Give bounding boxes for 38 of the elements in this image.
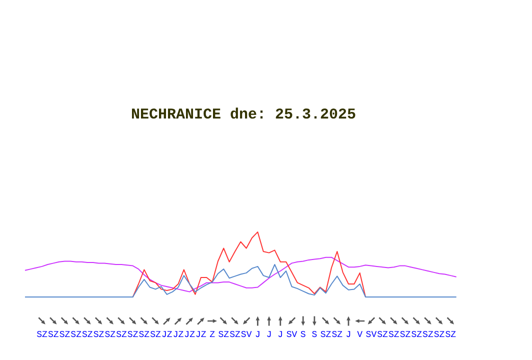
x-tick-label: SZ [138,330,150,340]
x-tick-label: V [357,330,364,340]
x-tick-label: SZ [93,330,105,340]
x-tick-label: JZ [184,330,196,340]
x-tick-label: SV [240,330,252,340]
x-tick-label: S [300,330,306,340]
x-tick-label: SZ [116,330,128,340]
x-tick-label: SZ [59,330,71,340]
x-tick-label: SZ [377,330,389,340]
x-tick-label: SV [366,330,378,340]
x-tick-label: SZ [104,330,116,340]
x-tick-label: SZ [150,330,162,340]
x-tick-label: JZ [172,330,184,340]
x-tick-label: SZ [218,330,230,340]
x-tick-label: SZ [332,330,344,340]
x-tick-label: SZ [411,330,423,340]
x-tick-label: SZ [445,330,457,340]
x-tick-label: SZ [434,330,446,340]
x-tick-label: SZ [422,330,434,340]
x-tick-label: J [254,330,260,340]
x-tick-label: J [346,330,352,340]
x-tick-label: JZ [161,330,173,340]
x-tick-label: JZ [196,330,207,340]
x-tick-label: Z [210,330,216,340]
x-tick-label: SZ [388,330,400,340]
x-tick-label: SZ [400,330,412,340]
x-tick-label: SZ [70,330,82,340]
x-tick-label: SZ [320,330,332,340]
x-tick-label: S [312,330,318,340]
x-tick-label: J [266,330,272,340]
x-tick-label: SZ [230,330,241,340]
x-tick-label: SZ [127,330,139,340]
x-tick-label: SZ [36,330,48,340]
chart-title: NECHRANICE dne: 25.3.2025 [130,106,356,124]
x-tick-label: SZ [82,330,94,340]
x-tick-label: SV [286,330,298,340]
x-tick-label: J [278,330,284,340]
x-tick-label: SZ [48,330,60,340]
